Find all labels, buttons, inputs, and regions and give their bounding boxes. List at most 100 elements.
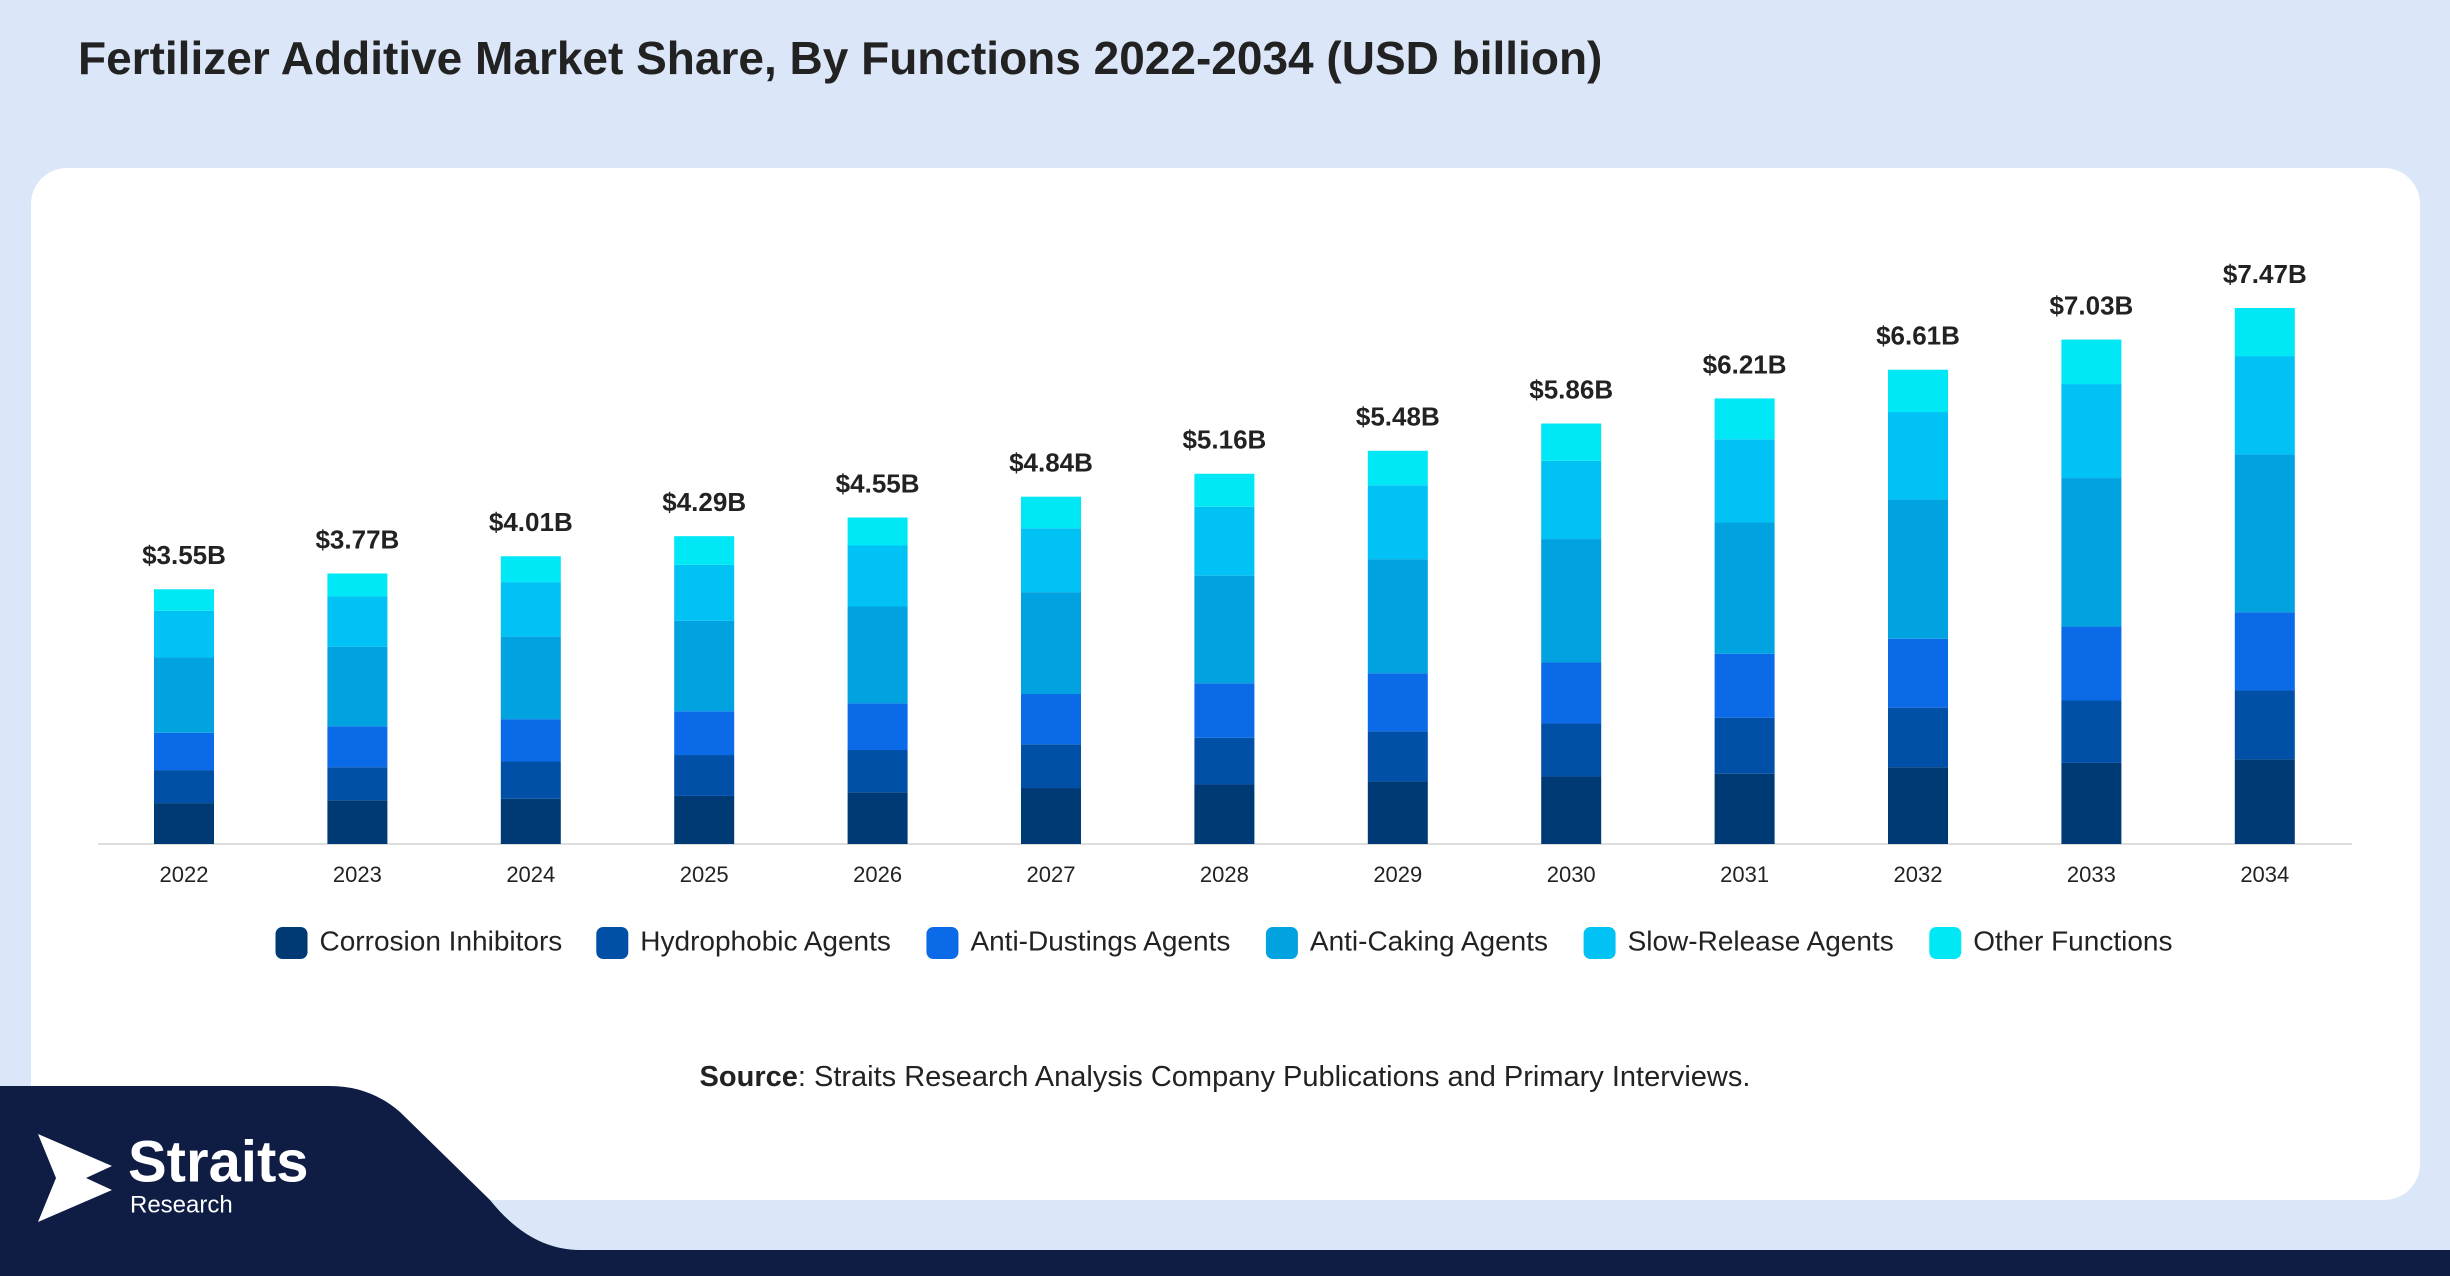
total-label: $4.55B [836,468,920,498]
bar-segment [500,636,561,720]
bar-segment [500,556,561,583]
bar-segment [327,596,388,647]
bar-segment [1367,781,1428,844]
legend-label: Hydrophobic Agents [640,925,891,956]
source-text: : Straits Research Analysis Company Publ… [798,1061,1751,1093]
bar-segment [500,798,561,844]
bar-segment [1021,744,1081,789]
bar-segment [674,755,735,796]
bar-segment [154,657,214,733]
bar-segment [847,792,908,844]
x-tick-label: 2027 [1027,862,1076,887]
bar-segment [2234,454,2295,613]
bar-segment [1021,694,1081,745]
bar-segment [674,620,735,712]
bar-segment [1021,528,1081,593]
bar-segment [2061,762,2122,844]
bar-segment [1888,767,1948,844]
bar-segment [1714,653,1775,718]
total-label: $3.55B [142,540,226,570]
bar-segment [1714,522,1775,654]
bar-segment [154,589,214,611]
x-tick-label: 2029 [1373,862,1422,887]
x-tick-label: 2026 [853,862,902,887]
bar-segment [847,545,908,607]
bar-segment [1194,575,1255,684]
bar-segment [327,573,388,597]
bar-segment [1194,737,1255,785]
x-tick-label: 2033 [2067,862,2116,887]
bar-segment [327,767,388,801]
source-label: Source [700,1061,798,1093]
bar-segment [500,582,561,637]
total-label: $5.48B [1356,402,1440,432]
total-label: $4.84B [1009,448,1093,478]
bar-segment [154,610,214,658]
bar-segment [2234,356,2295,455]
total-label: $5.16B [1182,425,1266,455]
bar-segment [1541,776,1602,844]
legend-swatch [275,927,308,959]
bar-segment [1541,539,1602,663]
bar-segment [1194,506,1255,576]
bar-segment [154,770,214,804]
bar-segment [1021,496,1081,529]
logo-icon [38,1134,112,1222]
bar-segment [1888,638,1948,708]
bar-segment [500,719,561,762]
chart-title: Fertilizer Additive Market Share, By Fun… [78,32,1602,84]
bar-segment [1888,499,1948,639]
bar-segment [2061,478,2122,627]
x-tick-label: 2024 [506,862,555,887]
bar-segment [154,803,214,844]
total-label: $6.61B [1876,321,1960,351]
bar-segment [2061,626,2122,701]
legend-label: Anti-Caking Agents [1310,925,1548,956]
bar-segment [1541,423,1602,461]
bar-segment [1367,559,1428,674]
bar-segment [2061,339,2122,385]
total-label: $7.03B [2049,290,2133,320]
bar-segment [1194,473,1255,507]
bar-segment [1194,683,1255,738]
bar-segment [1888,369,1948,413]
bar-segment [1021,788,1081,844]
bar-segment [1541,460,1602,540]
legend-label: Other Functions [1973,925,2172,956]
legend-swatch [596,927,629,959]
bar-segment [2234,759,2295,844]
total-label: $4.01B [489,507,573,537]
bar-segment [2234,690,2295,760]
legend-swatch [1583,927,1616,959]
legend-swatch [926,927,959,959]
bar-segment [154,732,214,771]
bar-segment [674,564,735,621]
total-label: $4.29B [662,487,746,517]
legend-label: Slow-Release Agents [1628,925,1894,956]
bar-segment [847,517,908,546]
bar-segment [2061,384,2122,479]
bar-segment [1367,485,1428,560]
total-label: $6.21B [1703,349,1787,379]
bar-segment [2061,700,2122,763]
x-tick-label: 2025 [680,862,729,887]
x-tick-label: 2031 [1720,862,1769,887]
logo-sub: Research [130,1191,233,1218]
bar-segment [1194,784,1255,844]
x-tick-label: 2030 [1547,862,1596,887]
bar-segment [327,646,388,727]
bar-segment [1888,412,1948,500]
x-tick-label: 2023 [333,862,382,887]
bar-segment [847,703,908,751]
total-label: $7.47B [2223,259,2307,289]
bar-segment [1021,592,1081,695]
x-tick-label: 2034 [2240,862,2289,887]
bar-segment [2234,308,2295,357]
bar-segment [674,711,735,756]
footer-band [0,1086,2450,1276]
legend-label: Anti-Dustings Agents [970,925,1230,956]
bar-segment [500,761,561,799]
bar-segment [847,606,908,704]
legend-label: Corrosion Inhibitors [320,925,563,956]
total-label: $5.86B [1529,374,1613,404]
